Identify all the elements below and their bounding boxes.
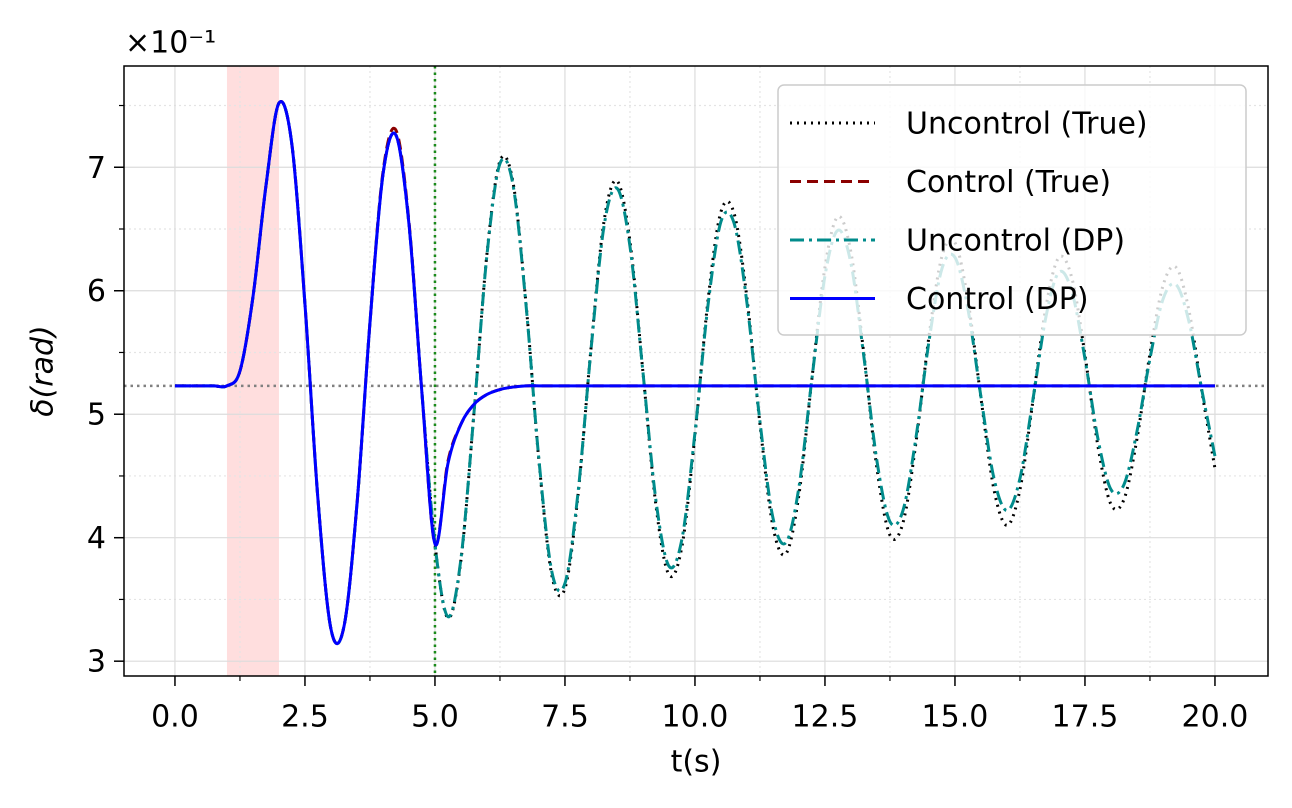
y-tick-label: 7 — [87, 151, 106, 186]
x-tick-label: 2.5 — [281, 700, 329, 735]
legend-label: Uncontrol (True) — [906, 107, 1148, 142]
x-tick-label: 0.0 — [151, 700, 199, 735]
x-tick-label: 5.0 — [411, 700, 459, 735]
x-tick-label: 15.0 — [922, 700, 989, 735]
y-axis-label: δ(rad) — [26, 325, 61, 417]
offset-label: ×10⁻¹ — [125, 26, 216, 61]
x-tick-label: 12.5 — [792, 700, 859, 735]
x-tick-label: 17.5 — [1052, 700, 1119, 735]
y-tick-label: 3 — [87, 645, 106, 680]
legend-box — [777, 84, 1247, 336]
y-tick-label: 6 — [87, 274, 106, 309]
series-line — [174, 100, 1215, 646]
y-tick-label: 4 — [87, 521, 106, 556]
legend-label: Control (True) — [906, 165, 1111, 200]
x-tick-label: 7.5 — [541, 700, 589, 735]
x-tick-label: 20.0 — [1182, 700, 1249, 735]
shaded-span — [226, 66, 279, 676]
legend-label: Control (DP) — [906, 282, 1089, 317]
y-tick-label: 5 — [87, 398, 106, 433]
x-axis-label: t(s) — [671, 745, 722, 780]
legend-label: Uncontrol (DP) — [906, 224, 1125, 259]
x-tick-label: 10.0 — [662, 700, 729, 735]
plot-frame — [123, 65, 1269, 677]
